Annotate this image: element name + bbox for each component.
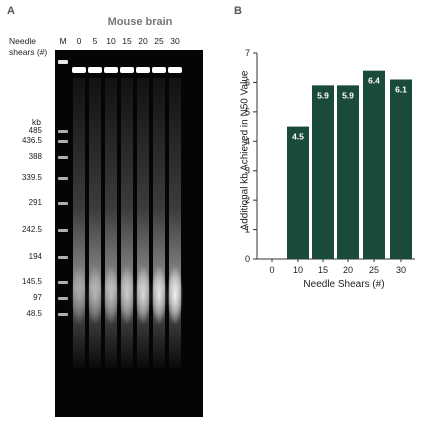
- ladder-label: 48.5: [26, 309, 42, 318]
- ladder-label: 485: [28, 126, 42, 135]
- lane-label-15: 15: [122, 36, 132, 46]
- x-tick-label: 0: [269, 265, 274, 275]
- ladder-label: 242.5: [21, 225, 42, 234]
- ladder-band: [58, 297, 68, 300]
- bar-30: [390, 79, 412, 259]
- ladder-band: [58, 156, 68, 159]
- dna-blob: [71, 265, 87, 325]
- ladder-band: [58, 281, 68, 284]
- bar-value-label: 4.5: [292, 132, 304, 142]
- lane-label-20: 20: [138, 36, 148, 46]
- needle-shears-label-line1: Needle: [9, 36, 36, 46]
- bar-10: [287, 126, 309, 259]
- ladder-label: 339.5: [21, 173, 42, 182]
- lane-label-25: 25: [154, 36, 164, 46]
- bar-15: [312, 85, 334, 259]
- dna-blob: [119, 265, 135, 325]
- lane-label-5: 5: [92, 36, 98, 46]
- ladder-label: 291: [28, 198, 42, 207]
- bar-20: [337, 85, 359, 259]
- marker-lane-label: M: [59, 36, 67, 46]
- x-tick-label: 15: [318, 265, 328, 275]
- ladder-label: 97: [33, 293, 42, 302]
- ladder-label: 436.5: [21, 136, 42, 145]
- bar-value-label: 6.1: [395, 84, 407, 94]
- well-band: [168, 67, 182, 73]
- bar-value-label: 6.4: [368, 76, 380, 86]
- bar-value-label: 5.9: [342, 90, 354, 100]
- x-tick-label: 25: [369, 265, 379, 275]
- well-band: [104, 67, 118, 73]
- ladder-band: [58, 256, 68, 259]
- lane-label-0: 0: [76, 36, 82, 46]
- ladder-band: [58, 313, 68, 316]
- dna-blob: [135, 265, 151, 325]
- ladder-band: [58, 177, 68, 180]
- ladder-band: [58, 229, 68, 232]
- gel-image: [55, 50, 203, 417]
- ladder-band: [58, 130, 68, 133]
- gel-title: Mouse brain: [107, 16, 173, 28]
- panel-a-letter: A: [7, 5, 15, 17]
- well-band: [136, 67, 150, 73]
- gel-svg: [58, 60, 183, 368]
- ladder-label: 388: [28, 152, 42, 161]
- x-axis-title: Needle Shears (#): [303, 279, 385, 290]
- ladder-label: 194: [28, 252, 42, 261]
- x-tick-label: 30: [396, 265, 406, 275]
- well-band: [72, 67, 86, 73]
- dna-blob: [103, 265, 119, 325]
- ladder-unit-label: kb: [32, 117, 41, 127]
- bar-25: [363, 70, 385, 260]
- dna-blob: [151, 265, 167, 325]
- ladder-band: [58, 202, 68, 205]
- ladder-label: 145.5: [21, 277, 42, 286]
- x-tick-label: 20: [343, 265, 353, 275]
- ladder-band: [58, 140, 68, 143]
- well-band: [120, 67, 134, 73]
- y-axis-title: Additional kb Achieved in N50 Value: [239, 70, 251, 231]
- well-band: [152, 67, 166, 73]
- lane-label-10: 10: [106, 36, 116, 46]
- x-tick-label: 10: [293, 265, 303, 275]
- lane-label-30: 30: [170, 36, 180, 46]
- needle-shears-label-line2: shears (#): [9, 47, 48, 57]
- well-band: [88, 67, 102, 73]
- dna-blob: [87, 265, 103, 325]
- y-tick-label: 0: [245, 254, 250, 264]
- panel-b-letter: B: [234, 5, 242, 17]
- dna-blob: [167, 265, 183, 325]
- bar-value-label: 5.9: [317, 90, 329, 100]
- marker-well: [58, 60, 68, 64]
